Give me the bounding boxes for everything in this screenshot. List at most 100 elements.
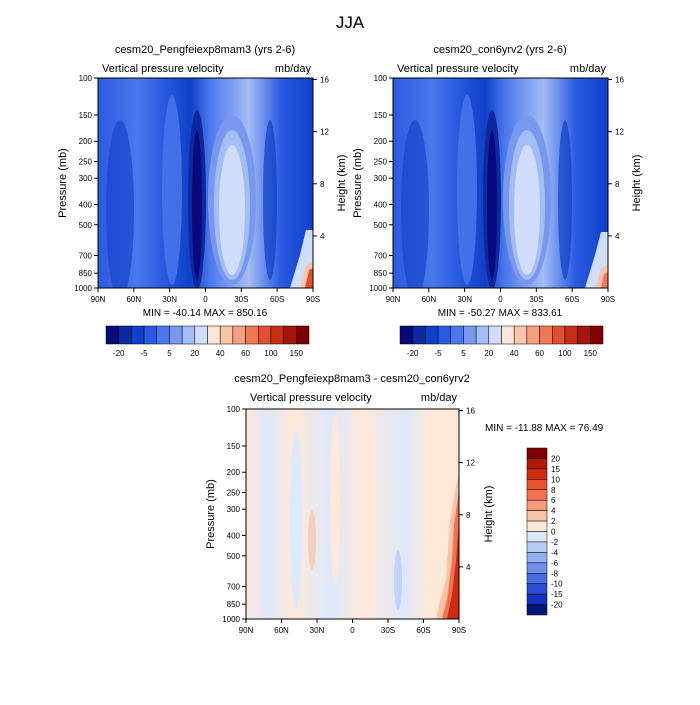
colorbar-swatch	[399, 325, 413, 345]
x-tick-label: 30N	[457, 295, 472, 304]
y-tick-label: 300	[79, 174, 93, 183]
colorbar-label: 40	[216, 349, 225, 358]
colorbar-swatch	[526, 583, 548, 595]
contour-region	[487, 130, 497, 280]
colorbar-swatch	[539, 325, 553, 345]
field-background	[246, 409, 459, 619]
colorbar-swatch	[513, 325, 528, 345]
colorbar-top-left: -20 -5 5 20 40 60 100 150	[105, 325, 310, 358]
colorbar-label: -4	[551, 548, 559, 557]
colorbar-swatch	[181, 325, 196, 345]
x-tick-label: 90S	[452, 626, 466, 635]
x-tick-label: 30S	[529, 295, 543, 304]
panel-title: cesm20_Pengfeiexp8mam3 - cesm20_con6yrv2	[234, 373, 469, 385]
colorbar-swatch	[526, 520, 548, 532]
colorbar-label: -5	[435, 349, 443, 358]
colorbar-swatch	[437, 325, 451, 345]
pressure-axis: 100 150 200 250 300 400 500 700 850 1000	[222, 405, 246, 624]
contour-region	[401, 120, 429, 288]
y-tick-label: 500	[374, 221, 388, 230]
colorbar-swatch	[526, 573, 548, 584]
y-right-axis-title: Height (km)	[336, 155, 348, 212]
colorbar-swatch	[488, 325, 502, 345]
colorbar-swatch	[283, 325, 297, 345]
height-axis: 4 8 12 16	[459, 407, 475, 572]
units-label: mb/day	[570, 63, 607, 75]
colorbar-swatch	[526, 468, 548, 480]
panel-title: cesm20_Pengfeiexp8mam3 (yrs 2-6)	[115, 44, 295, 56]
colorbar-swatch	[475, 325, 490, 345]
colorbar-swatch	[143, 325, 157, 345]
contour-region	[106, 120, 134, 288]
height-tick-label: 16	[466, 407, 475, 416]
contour-field	[393, 78, 608, 288]
colorbar-swatch	[169, 325, 183, 345]
y-tick-label: 100	[227, 405, 241, 414]
height-tick-label: 4	[466, 563, 471, 572]
colorbar-swatch	[450, 325, 464, 345]
contour-region	[305, 268, 313, 288]
colorbar-swatch	[526, 562, 548, 574]
variable-label: Vertical pressure velocity	[102, 63, 224, 75]
colorbar-swatch	[219, 325, 234, 345]
colorbar-label: -8	[551, 569, 559, 578]
colorbar-swatch	[526, 541, 548, 553]
height-tick-label: 4	[615, 232, 620, 241]
colorbar-swatch	[207, 325, 221, 345]
variable-label: Vertical pressure velocity	[250, 392, 372, 404]
colorbar-label: 6	[551, 496, 556, 505]
colorbar-swatch	[412, 325, 426, 345]
colorbar-label: 5	[461, 349, 466, 358]
colorbar-swatch	[156, 325, 170, 345]
x-tick-label: 60S	[565, 295, 579, 304]
colorbar-swatch	[526, 447, 548, 459]
y-tick-label: 500	[79, 221, 93, 230]
colorbar-swatch	[526, 479, 548, 490]
colorbar-swatch	[245, 325, 259, 345]
x-tick-label: 0	[203, 295, 208, 304]
colorbar-swatch	[105, 325, 119, 345]
colorbar-label: -2	[551, 538, 559, 547]
x-tick-label: 60N	[274, 626, 289, 635]
x-tick-label: 30N	[162, 295, 177, 304]
x-tick-label: 60S	[270, 295, 284, 304]
colorbar-label: 4	[551, 507, 556, 516]
height-axis: 4 8 12 16	[313, 76, 329, 241]
contour-region	[330, 415, 340, 585]
min-max-label: MIN = -50.27 MAX = 833.61	[438, 308, 563, 319]
colorbar-swatch	[590, 325, 604, 345]
latitude-axis: 90N 60N 30N 0 30S 60S 90S	[91, 288, 320, 304]
colorbar-swatch	[501, 325, 515, 345]
panel-title: cesm20_con6yrv2 (yrs 2-6)	[433, 44, 566, 56]
colorbar-label: 40	[510, 349, 519, 358]
x-tick-label: 90N	[239, 626, 254, 635]
colorbar-label: 100	[264, 349, 278, 358]
colorbar-swatch	[564, 325, 578, 345]
x-tick-label: 90N	[91, 295, 106, 304]
colorbar-swatch	[526, 552, 548, 564]
y-tick-label: 250	[227, 489, 241, 498]
units-label: mb/day	[421, 392, 458, 404]
colorbar-swatch	[526, 458, 548, 470]
x-tick-label: 60S	[416, 626, 430, 635]
colorbar-label: -20	[407, 349, 419, 358]
y-tick-label: 150	[79, 111, 93, 120]
y-tick-label: 300	[227, 505, 241, 514]
colorbar-label: -10	[551, 580, 563, 589]
contour-region	[394, 550, 402, 610]
y-tick-label: 850	[79, 269, 93, 278]
colorbar-label: -20	[551, 601, 563, 610]
y-right-axis-title: Height (km)	[631, 155, 643, 212]
contour-region	[308, 510, 316, 570]
contour-region	[192, 130, 202, 280]
y-tick-label: 100	[374, 74, 388, 83]
y-tick-label: 200	[79, 137, 93, 146]
colorbar-swatch	[526, 604, 548, 616]
y-tick-label: 1000	[369, 284, 387, 293]
colorbar-label: 20	[551, 454, 560, 463]
x-tick-label: 60N	[421, 295, 436, 304]
height-axis: 4 8 12 16	[608, 76, 624, 241]
height-tick-label: 12	[615, 128, 624, 137]
